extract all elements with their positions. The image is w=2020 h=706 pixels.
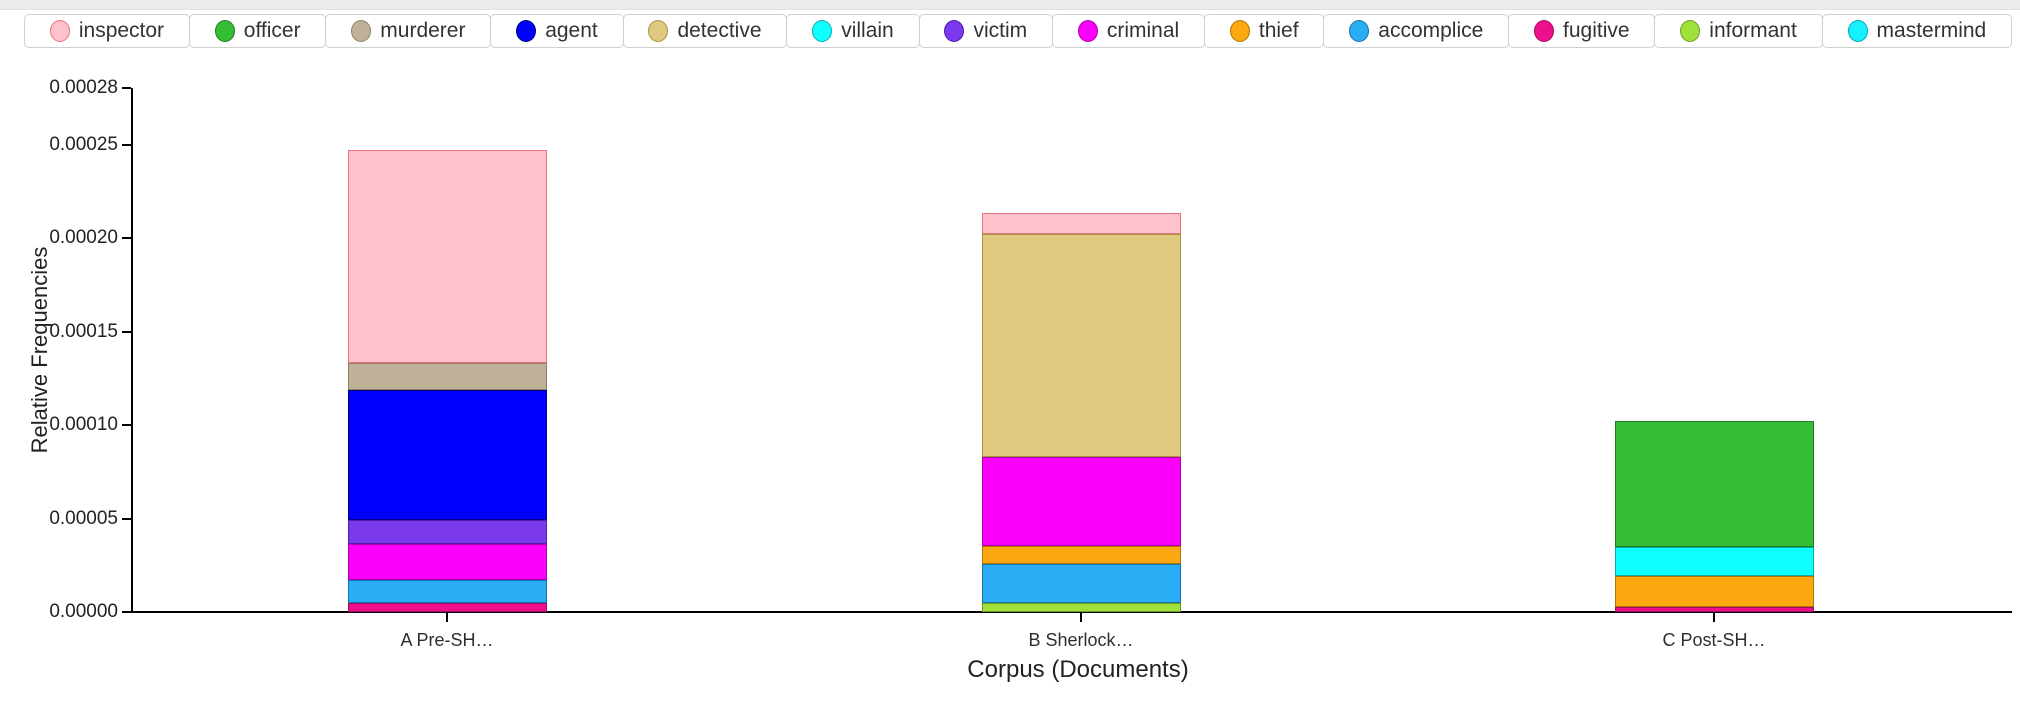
- bar-segment-fugitive[interactable]: [348, 603, 547, 612]
- legend-swatch-accomplice-icon: [1349, 20, 1370, 42]
- legend-swatch-fugitive-icon: [1534, 20, 1555, 42]
- bar-segment-villain[interactable]: [1615, 546, 1814, 576]
- legend-item-criminal[interactable]: criminal: [1051, 14, 1206, 48]
- legend-label: villain: [841, 19, 894, 42]
- bar-segment-inspector[interactable]: [348, 149, 547, 363]
- legend-item-inspector[interactable]: inspector: [24, 14, 190, 48]
- legend-item-agent[interactable]: agent: [490, 14, 624, 48]
- legend-label: inspector: [78, 19, 165, 42]
- legend-item-thief[interactable]: thief: [1204, 14, 1325, 48]
- x-axis-line: [131, 611, 2012, 613]
- bar-segment-victim[interactable]: [348, 519, 547, 544]
- legend-label: agent: [545, 19, 598, 42]
- x-tick-label-3: C Post-SH…: [1662, 630, 1766, 650]
- y-tick-label: 0.00025: [49, 133, 118, 155]
- legend-item-villain[interactable]: villain: [786, 14, 920, 48]
- bar-segment-thief[interactable]: [1615, 575, 1814, 607]
- y-tick-mark: [122, 424, 131, 426]
- legend-item-accomplice[interactable]: accomplice: [1323, 14, 1510, 48]
- y-axis-line: [131, 88, 133, 613]
- legend-label: officer: [243, 19, 301, 42]
- top-toolbar-strip: [0, 0, 2020, 10]
- bar-segment-accomplice[interactable]: [348, 580, 547, 604]
- legend-item-mastermind[interactable]: mastermind: [1821, 14, 2013, 48]
- legend-label: thief: [1258, 19, 1299, 42]
- legend-label: accomplice: [1378, 19, 1484, 42]
- bar-segment-officer[interactable]: [1615, 421, 1814, 547]
- legend-label: murderer: [380, 19, 466, 42]
- y-tick-label: 0.00005: [49, 507, 118, 529]
- bar-segment-criminal[interactable]: [982, 456, 1181, 546]
- bar-segment-murderer[interactable]: [348, 362, 547, 391]
- y-tick-label: 0.00015: [49, 320, 118, 342]
- legend-label: fugitive: [1563, 19, 1630, 42]
- legend-label: criminal: [1106, 19, 1180, 42]
- x-tick-label-1: A Pre-SH…: [400, 630, 494, 650]
- bar-segment-agent[interactable]: [348, 390, 547, 520]
- bar-segment-thief[interactable]: [982, 545, 1181, 564]
- x-tick-mark: [1713, 613, 1715, 622]
- y-tick-label: 0.00010: [49, 414, 118, 435]
- legend-label: detective: [677, 19, 762, 42]
- legend-swatch-murderer-icon: [351, 20, 372, 42]
- x-tick-label-2: B Sherlock…: [1028, 630, 1134, 650]
- bar-segment-detective[interactable]: [982, 234, 1181, 457]
- x-axis-title: Corpus (Documents): [967, 656, 1189, 683]
- x-tick-mark: [1080, 613, 1082, 622]
- legend-swatch-officer-icon: [214, 20, 235, 42]
- legend-label: mastermind: [1876, 19, 1987, 42]
- bar-segment-informant[interactable]: [982, 603, 1181, 612]
- legend-label: informant: [1709, 19, 1797, 42]
- legend-swatch-inspector-icon: [49, 20, 70, 42]
- legend-swatch-villain-icon: [812, 20, 833, 42]
- legend-item-murderer[interactable]: murderer: [325, 14, 492, 48]
- y-tick-mark: [122, 330, 131, 333]
- legend-swatch-agent-icon: [516, 20, 537, 42]
- y-tick-mark: [122, 517, 131, 520]
- legend-swatch-informant-icon: [1680, 20, 1701, 42]
- bar-segment-inspector[interactable]: [982, 212, 1181, 235]
- bar-segment-fugitive[interactable]: [1615, 606, 1814, 612]
- y-tick-mark: [122, 143, 131, 146]
- y-tick-label: 0.00000: [49, 601, 118, 622]
- y-tick-label: 0.00020: [49, 227, 118, 248]
- legend-item-officer[interactable]: officer: [188, 14, 327, 48]
- legend-swatch-mastermind-icon: [1847, 20, 1868, 42]
- y-tick-mark: [122, 611, 131, 613]
- y-tick-mark: [122, 237, 131, 239]
- legend-swatch-criminal-icon: [1077, 20, 1098, 42]
- bar-segment-accomplice[interactable]: [982, 563, 1181, 604]
- legend-swatch-detective-icon: [648, 20, 669, 42]
- legend-item-victim[interactable]: victim: [918, 14, 1053, 48]
- legend-item-informant[interactable]: informant: [1654, 14, 1823, 48]
- legend-swatch-thief-icon: [1229, 20, 1250, 42]
- legend-item-detective[interactable]: detective: [622, 14, 788, 48]
- legend-label: victim: [973, 19, 1028, 42]
- chart-legend: inspector officer murderer agent detective vi…: [24, 14, 2013, 48]
- legend-swatch-victim-icon: [944, 20, 965, 42]
- legend-item-fugitive[interactable]: fugitive: [1508, 14, 1656, 48]
- bar-segment-criminal[interactable]: [348, 543, 547, 580]
- y-tick-label: 0.00028: [49, 77, 118, 99]
- x-tick-mark: [446, 613, 448, 622]
- y-tick-mark: [122, 87, 131, 90]
